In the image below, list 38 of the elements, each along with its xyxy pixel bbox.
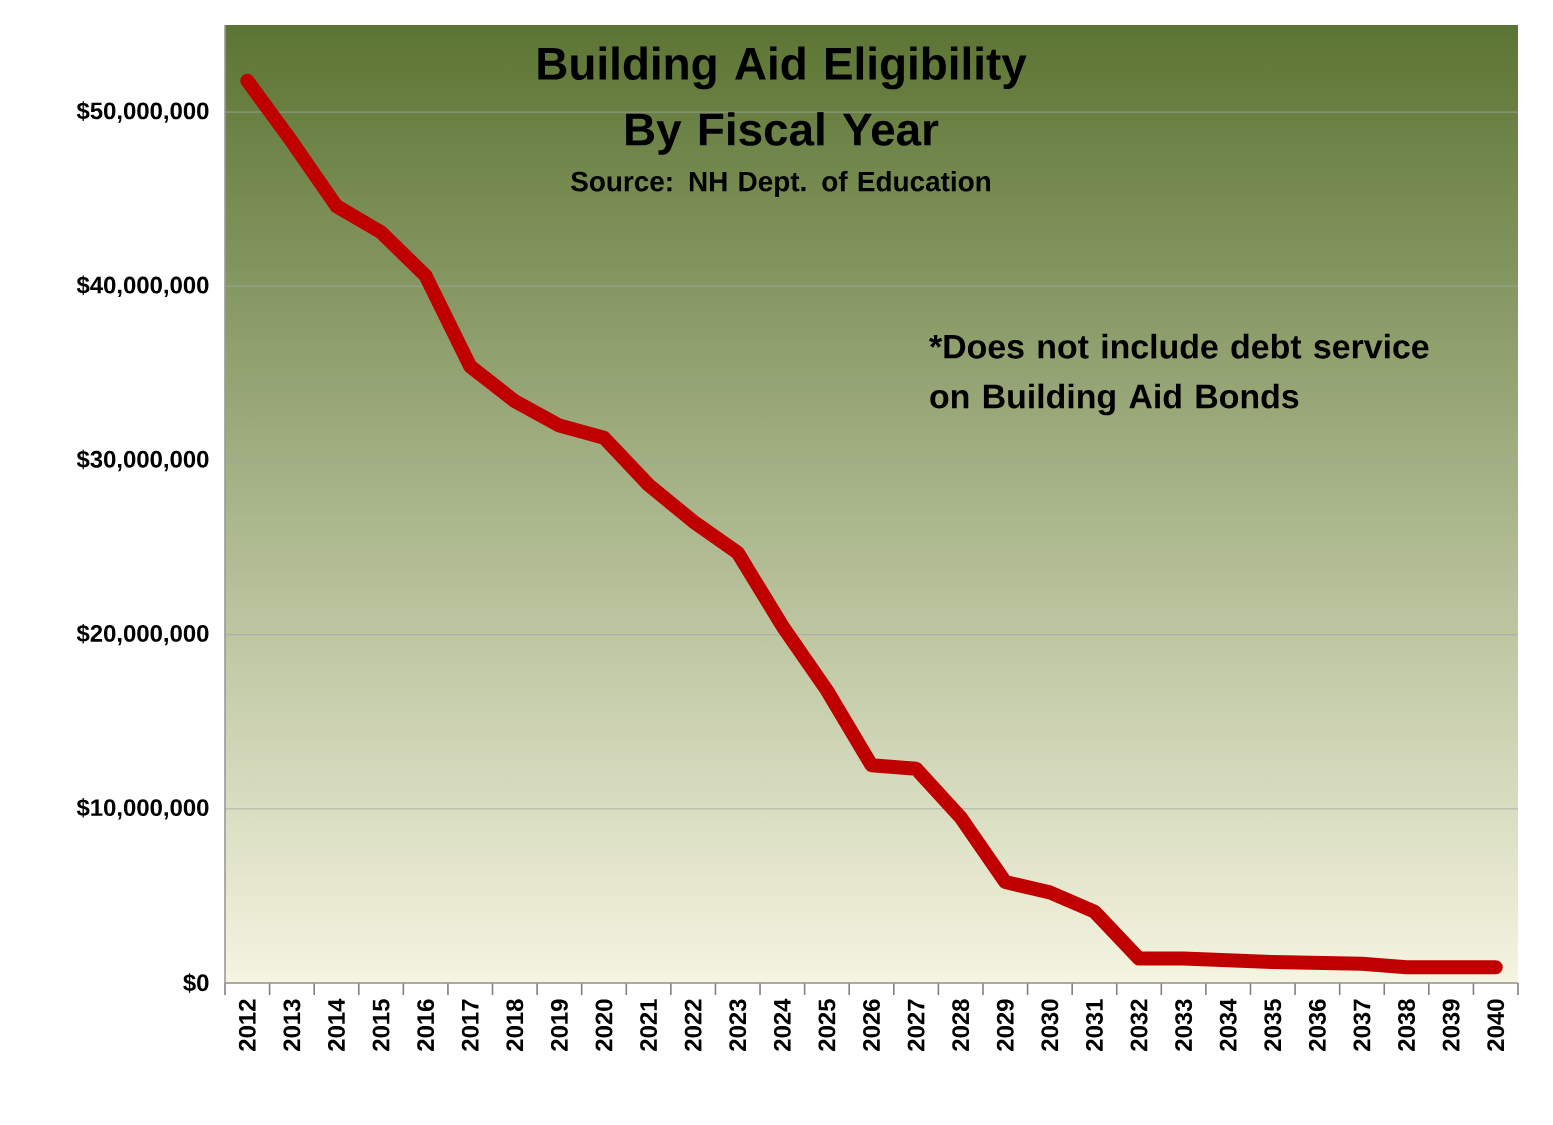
x-tick-label: 2034 [1219, 998, 1237, 1051]
text: Building Aid Eligibility By Fiscal Year [538, 46, 1027, 155]
x-tick-label: 2019 [550, 999, 568, 1051]
annotation: Source: NH Dept. of Education [571, 170, 991, 197]
x-tick-label: 2018 [506, 999, 524, 1051]
x-tick-label: 2015 [372, 999, 390, 1051]
annotation: *Does not include debt service on Building Aid Bonds [929, 333, 1429, 416]
x-tick-label: 2021 [640, 999, 658, 1051]
x-tick-label: 2035 [1264, 999, 1282, 1051]
x-tick-label: 2017 [461, 999, 479, 1051]
y-tick-label: $30,000,000 [76, 449, 209, 472]
x-tick-label: 2040 [1487, 999, 1505, 1051]
y-tick-label: $0 [183, 973, 209, 993]
y-tick-label: $50,000,000 [76, 101, 209, 123]
x-tick-label: 2014 [328, 998, 345, 1051]
x-tick-label: 2030 [1041, 999, 1059, 1051]
x-tick-label: 2031 [1085, 999, 1103, 1051]
x-tick-label: 2025 [818, 999, 836, 1051]
x-tick-label: 2024 [773, 998, 791, 1051]
x-tick-label: 2033 [1175, 999, 1193, 1051]
x-tick-label: 2012 [238, 999, 256, 1051]
x-tick-label: 2027 [907, 999, 925, 1051]
x-tick-label: 2023 [729, 999, 747, 1051]
x-tick-label: 2038 [1398, 999, 1416, 1051]
x-tick-label: 2039 [1442, 999, 1460, 1051]
x-tick-label: 2037 [1353, 999, 1371, 1051]
x-tick-label: 2032 [1130, 999, 1148, 1051]
x-tick-label: 2016 [417, 999, 435, 1051]
x-tick-label: 2020 [595, 999, 613, 1051]
x-tick-label: 2026 [863, 999, 880, 1051]
x-tick-label: 2029 [996, 999, 1014, 1051]
x-tick-label: 2028 [952, 999, 970, 1051]
y-tick-label: $40,000,000 [76, 275, 209, 297]
y-tick-label: $10,000,000 [76, 798, 209, 820]
x-tick-label: 2036 [1308, 999, 1326, 1051]
y-tick-label: $20,000,000 [76, 623, 209, 646]
x-tick-label: 2013 [283, 999, 301, 1051]
x-tick-label: 2022 [684, 999, 702, 1051]
